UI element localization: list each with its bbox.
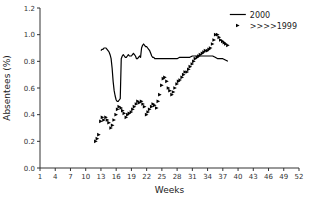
point xyxy=(211,42,215,46)
x-tick-label: 10 xyxy=(81,173,90,181)
x-tick-label: 1 xyxy=(38,173,42,181)
legend-label: 2000 xyxy=(250,11,270,20)
y-tick-label: 0.8 xyxy=(24,58,35,66)
point xyxy=(112,118,116,122)
legend-handle xyxy=(236,24,240,28)
plot-area xyxy=(94,33,230,143)
x-tick-label: 13 xyxy=(96,173,105,181)
legend: 2000 >>>>1999 xyxy=(230,11,297,31)
point xyxy=(96,137,100,141)
x-tick-label: 31 xyxy=(188,173,197,181)
point xyxy=(148,108,152,112)
y-tick-label: 1.0 xyxy=(24,31,35,39)
y-tick xyxy=(37,114,40,115)
x-tick xyxy=(55,168,56,171)
x-tick-label: 43 xyxy=(249,173,258,181)
x-tick-label: 16 xyxy=(112,173,121,181)
point xyxy=(226,44,230,48)
point xyxy=(160,84,164,88)
point xyxy=(189,65,193,69)
point xyxy=(178,78,182,82)
x-tick xyxy=(131,168,132,171)
y-tick-label: 0.0 xyxy=(24,165,35,173)
x-tick-label: 4 xyxy=(53,173,58,181)
x-tick-label: 25 xyxy=(157,173,166,181)
x-tick-label: 7 xyxy=(68,173,72,181)
point xyxy=(123,112,127,116)
y-tick-label: 0.2 xyxy=(24,138,35,146)
x-tick xyxy=(222,168,223,171)
x-tick xyxy=(100,168,101,171)
point xyxy=(153,104,157,108)
series-0 xyxy=(101,44,228,101)
y-tick-label: 0.6 xyxy=(24,85,36,93)
point xyxy=(111,124,115,128)
point xyxy=(97,133,101,137)
axes: 1 4 7 10 13 16 19 22 25 28 31 34 37 40 43 46 49 52 0.0 0.2 0… xyxy=(24,5,304,182)
point xyxy=(212,38,216,42)
x-axis-label: Weeks xyxy=(155,185,185,195)
point xyxy=(168,89,172,93)
point xyxy=(107,121,111,125)
x-tick xyxy=(207,168,208,171)
x-tick xyxy=(177,168,178,171)
point xyxy=(114,113,118,117)
point xyxy=(209,46,213,50)
x-tick xyxy=(161,168,162,171)
x-tick-label: 46 xyxy=(264,173,273,181)
point xyxy=(173,86,177,90)
point xyxy=(133,105,137,109)
x-tick xyxy=(192,168,193,171)
y-tick xyxy=(37,88,40,89)
y-axis-label: Absentees (%) xyxy=(2,55,12,121)
x-tick xyxy=(283,168,284,171)
x-tick xyxy=(253,168,254,171)
x-tick xyxy=(299,168,300,171)
y-tick-label: 1.2 xyxy=(24,5,35,13)
x-tick-label: 49 xyxy=(279,173,288,181)
point xyxy=(165,80,169,84)
point xyxy=(143,105,147,109)
y-tick xyxy=(37,141,40,142)
legend-handle xyxy=(230,14,246,15)
x-tick-label: 19 xyxy=(127,173,136,181)
legend-label: >>>>1999 xyxy=(250,22,297,31)
x-tick xyxy=(268,168,269,171)
x-tick xyxy=(85,168,86,171)
point xyxy=(102,118,106,122)
point xyxy=(172,90,176,94)
y-tick-label: 0.4 xyxy=(24,111,36,119)
x-tick xyxy=(70,168,71,171)
x-tick-label: 22 xyxy=(142,173,151,181)
point xyxy=(155,106,159,110)
y-tick xyxy=(37,61,40,62)
x-tick-label: 52 xyxy=(295,173,304,181)
x-tick xyxy=(116,168,117,171)
x-tick-label: 37 xyxy=(218,173,227,181)
series-1 xyxy=(94,33,230,143)
x-tick-label: 40 xyxy=(234,173,243,181)
line xyxy=(101,44,228,101)
x-tick-label: 34 xyxy=(203,173,212,181)
point xyxy=(157,100,161,104)
x-axis-line xyxy=(40,168,299,169)
y-tick xyxy=(37,34,40,35)
x-tick xyxy=(146,168,147,171)
chart: 1 4 7 10 13 16 19 22 25 28 31 34 37 40 43 46 49 52 0.0 0.2 0… xyxy=(0,0,309,198)
x-tick xyxy=(238,168,239,171)
x-tick-label: 28 xyxy=(173,173,182,181)
y-tick xyxy=(37,8,40,9)
point xyxy=(163,76,167,80)
point xyxy=(158,93,162,97)
y-tick xyxy=(37,168,40,169)
